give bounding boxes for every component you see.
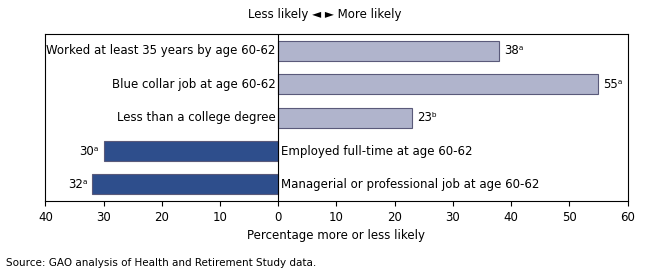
- X-axis label: Percentage more or less likely: Percentage more or less likely: [248, 230, 426, 243]
- Text: Source: GAO analysis of Health and Retirement Study data.: Source: GAO analysis of Health and Retir…: [6, 258, 317, 268]
- Bar: [278, 41, 499, 61]
- Text: 23ᵇ: 23ᵇ: [417, 111, 437, 124]
- Bar: [92, 175, 278, 195]
- Text: 38ᵃ: 38ᵃ: [504, 44, 523, 57]
- Text: Worked at least 35 years by age 60-62: Worked at least 35 years by age 60-62: [46, 44, 276, 57]
- Text: 32ᵃ: 32ᵃ: [68, 178, 87, 191]
- Text: Blue collar job at age 60-62: Blue collar job at age 60-62: [112, 78, 276, 91]
- Text: Less likely ◄ ► More likely: Less likely ◄ ► More likely: [248, 8, 402, 21]
- Text: Employed full-time at age 60-62: Employed full-time at age 60-62: [281, 144, 473, 157]
- Bar: [278, 74, 599, 94]
- Bar: [103, 141, 278, 161]
- Text: 55ᵃ: 55ᵃ: [603, 78, 623, 91]
- Text: Less than a college degree: Less than a college degree: [116, 111, 276, 124]
- Text: Managerial or professional job at age 60-62: Managerial or professional job at age 60…: [281, 178, 540, 191]
- Text: 30ᵃ: 30ᵃ: [79, 144, 99, 157]
- Bar: [278, 108, 412, 128]
